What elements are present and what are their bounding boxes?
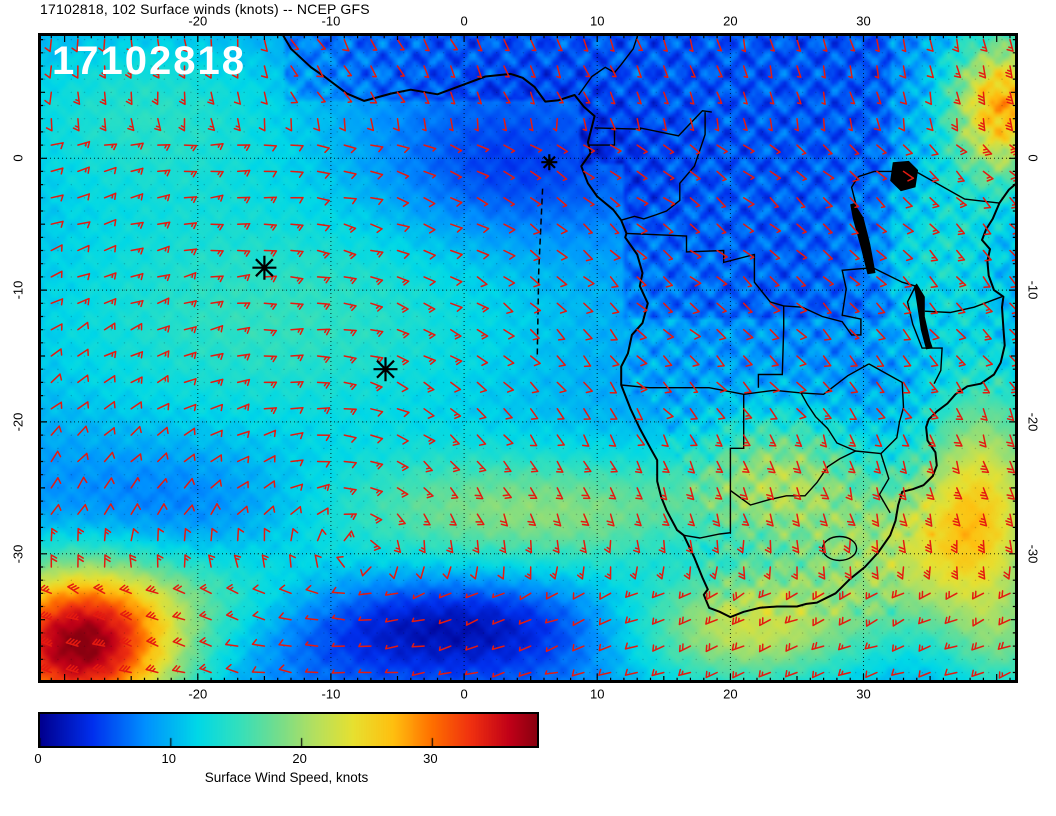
colorbar-gradient [38, 712, 539, 748]
coastline [280, 33, 1018, 619]
country-border [906, 285, 943, 385]
lat-tick-label-right: 0 [1025, 154, 1041, 162]
edge-ticks [38, 35, 1016, 681]
country-border [594, 127, 642, 130]
lon-tick-label-bottom: 30 [856, 686, 871, 702]
lon-tick-label-bottom: 0 [460, 686, 468, 702]
country-border [783, 267, 873, 336]
lake [914, 283, 933, 350]
lon-tick-label-top: -20 [188, 13, 208, 29]
lon-tick-label-top: 30 [856, 13, 871, 29]
lat-tick-label-left: -10 [10, 280, 26, 300]
country-border [757, 305, 785, 388]
figure-title: 17102818, 102 Surface winds (knots) -- N… [40, 1, 370, 17]
lat-tick-label-left: -20 [10, 412, 26, 432]
colorbar-title: Surface Wind Speed, knots [204, 770, 369, 785]
country-border-lesotho [821, 535, 858, 562]
country-border [915, 170, 1000, 204]
colorbar: 0 10 20 30 Surface Wind Speed, knots [34, 712, 539, 812]
country-border [626, 232, 784, 307]
lake [890, 160, 919, 192]
country-border [621, 112, 706, 221]
colorbar-tick-labels: 0 10 20 30 [34, 748, 535, 766]
country-border [800, 363, 870, 396]
lon-tick-label-top: 20 [723, 13, 738, 29]
lon-tick-label-top: 0 [460, 13, 468, 29]
lon-tick-label-top: 10 [590, 13, 605, 29]
colorbar-tick-label: 20 [292, 751, 307, 766]
lat-tick-label-right: -10 [1025, 280, 1041, 300]
country-border [729, 450, 881, 506]
lon-tick-label-bottom: 10 [590, 686, 605, 702]
country-border [868, 363, 905, 455]
country-border [683, 486, 732, 539]
lon-tick-label-top: -10 [321, 13, 341, 29]
map-overlay [38, 33, 1018, 683]
lon-tick-label-bottom: 20 [723, 686, 738, 702]
wind-barbs [39, 38, 1018, 679]
position-markers [252, 154, 558, 382]
colorbar-tick-label: 0 [34, 751, 42, 766]
country-border [878, 453, 891, 514]
map-plot-area: 17102818 [38, 33, 1018, 683]
country-border [872, 267, 916, 287]
country-border [800, 392, 856, 452]
lon-tick-label-bottom: -10 [321, 686, 341, 702]
lat-tick-label-left: 0 [10, 154, 26, 162]
lat-tick-label-right: -30 [1025, 544, 1041, 564]
colorbar-tick-label: 30 [423, 751, 438, 766]
country-border [729, 394, 745, 487]
country-border [578, 33, 640, 96]
country-border [639, 110, 712, 137]
lat-tick-label-left: -30 [10, 544, 26, 564]
lon-tick-label-bottom: -20 [188, 686, 208, 702]
graticule [38, 33, 1018, 683]
colorbar-tick-label: 10 [161, 751, 177, 766]
lat-tick-label-right: -20 [1025, 412, 1041, 432]
country-border [587, 127, 616, 146]
map-frame [38, 33, 1018, 683]
ship-track [536, 188, 544, 355]
lake [850, 203, 876, 275]
run-timestamp-label: 17102818 [52, 39, 246, 83]
